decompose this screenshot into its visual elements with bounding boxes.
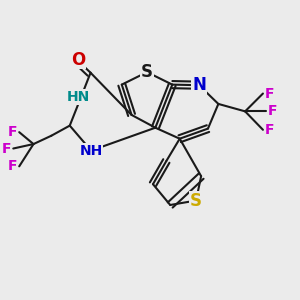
Text: NH: NH	[80, 144, 103, 158]
Text: F: F	[8, 159, 17, 173]
Text: N: N	[192, 76, 206, 94]
Text: F: F	[2, 142, 11, 155]
Text: S: S	[141, 63, 153, 81]
Text: HN: HN	[66, 90, 90, 104]
Text: O: O	[71, 51, 85, 69]
Text: F: F	[8, 125, 17, 139]
Text: F: F	[268, 104, 277, 118]
Text: S: S	[190, 191, 202, 209]
Text: F: F	[265, 123, 274, 137]
Text: F: F	[265, 86, 274, 100]
